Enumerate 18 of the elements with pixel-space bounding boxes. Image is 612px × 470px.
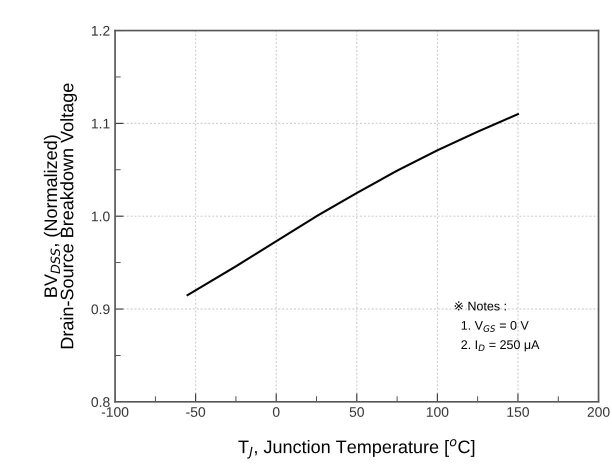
x-tick-label: -100 xyxy=(102,407,128,417)
annotation: ※ Notes : xyxy=(454,301,506,311)
annotation: 1. V$_{GS}$ = 0 V xyxy=(462,320,529,332)
y-tick-label: 1.1 xyxy=(92,118,110,128)
x-axis-title: T$_{J}$, Junction Temperature [$^{o}$C] xyxy=(238,439,474,459)
y-tick-label: 1.0 xyxy=(92,212,110,222)
line-series xyxy=(186,113,519,296)
x-tick-label: 150 xyxy=(507,407,529,417)
y-tick-label: 0.9 xyxy=(91,304,110,314)
x-tick-label: 0 xyxy=(272,407,280,417)
y-tick-label: 1.2 xyxy=(92,26,110,36)
x-tick-label: 50 xyxy=(350,407,364,417)
x-tick-label: -50 xyxy=(186,407,206,417)
x-tick-label: 100 xyxy=(426,407,448,417)
y-axis-title: BV$_{DSS}$, (Normalized) Drain-Source Breakdown Voltage xyxy=(44,84,77,348)
x-tick-label: 200 xyxy=(588,407,610,417)
annotation: 2. I$_{D}$ = 250 μA xyxy=(461,340,540,352)
y-tick-label: 0.8 xyxy=(91,397,110,408)
